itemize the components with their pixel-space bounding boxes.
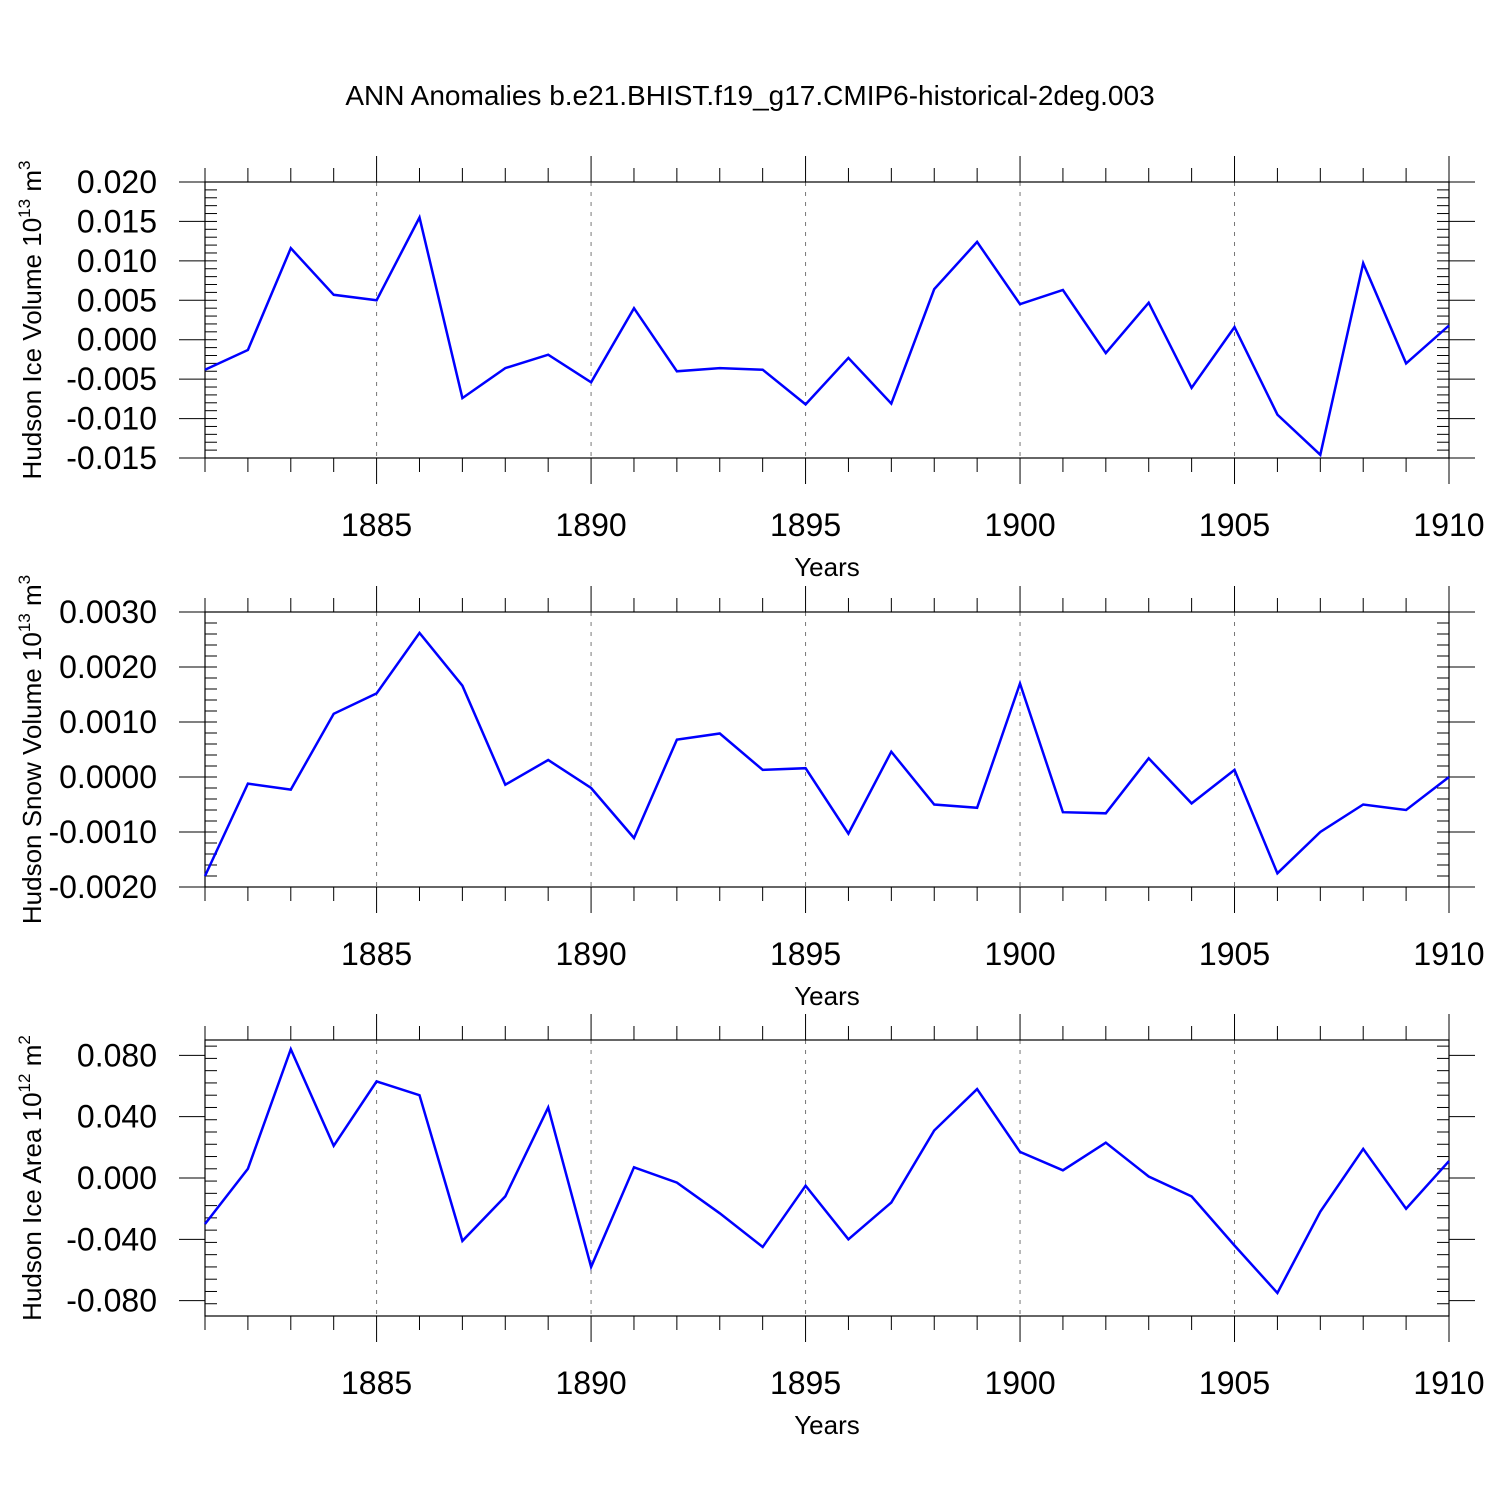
y-tick-label: 0.0030 [59, 594, 157, 630]
x-tick-label: 1900 [984, 936, 1055, 972]
y-tick-label: 0.010 [77, 243, 157, 279]
y-tick-label: -0.0020 [48, 869, 157, 905]
chart-panel-3: -0.080 -0.040 0.000 0.040 0.080 1885 1890 1895 1… [15, 1014, 1485, 1440]
y-tick-label: -0.040 [66, 1221, 157, 1257]
series-line [203, 630, 1450, 877]
chart-title: ANN Anomalies b.e21.BHIST.f19_g17.CMIP6-… [345, 80, 1155, 111]
x-tick-label: 1905 [1199, 1365, 1270, 1401]
y-axis-label: Hudson Snow Volume 1013 m3 [15, 575, 47, 924]
y-tick-label: 0.080 [77, 1037, 157, 1073]
series-line [204, 1045, 1450, 1296]
x-tick-label: 1885 [341, 507, 412, 543]
x-tick-label: 1900 [984, 1365, 1055, 1401]
x-tick-label: 1890 [555, 936, 626, 972]
x-tick-label: 1895 [770, 936, 841, 972]
y-tick-label: -0.010 [66, 401, 157, 437]
y-tick-label: -0.080 [66, 1283, 157, 1319]
x-axis-label: Years [794, 981, 860, 1011]
y-tick-label: 0.015 [77, 203, 157, 239]
series-line [204, 213, 1450, 458]
x-tick-label: 1905 [1199, 507, 1270, 543]
y-axis-label: Hudson Ice Volume 1013 m3 [15, 161, 47, 480]
y-tick-label: -0.015 [66, 440, 157, 476]
x-axis-label: Years [794, 1410, 860, 1440]
y-tick-label: 0.040 [77, 1099, 157, 1135]
y-tick-label: 0.0020 [59, 649, 157, 685]
x-tick-label: 1885 [341, 1365, 412, 1401]
x-tick-label: 1895 [770, 1365, 841, 1401]
y-tick-label: 0.020 [77, 164, 157, 200]
x-tick-label: 1900 [984, 507, 1055, 543]
x-axis-label: Years [794, 552, 860, 582]
plot-frame [204, 181, 1450, 459]
x-tick-label: 1895 [770, 507, 841, 543]
x-tick-label: 1885 [341, 936, 412, 972]
plot-frame [204, 611, 1450, 888]
y-tick-label: 0.0000 [59, 759, 157, 795]
x-tick-label: 1910 [1413, 936, 1484, 972]
x-tick-label: 1890 [555, 507, 626, 543]
chart-panel-2: -0.0020 -0.0010 0.0000 0.0010 0.0020 0.0030 18… [15, 575, 1485, 1011]
y-tick-label: 0.0010 [59, 704, 157, 740]
y-tick-label: 0.005 [77, 282, 157, 318]
y-tick-label: 0.000 [77, 322, 157, 358]
x-tick-label: 1890 [555, 1365, 626, 1401]
x-tick-label: 1905 [1199, 936, 1270, 972]
x-tick-label: 1910 [1413, 507, 1484, 543]
y-tick-label: -0.005 [66, 361, 157, 397]
y-axis-label: Hudson Ice Area 1012 m2 [15, 1035, 47, 1321]
x-tick-label: 1910 [1413, 1365, 1484, 1401]
y-tick-label: -0.0010 [48, 814, 157, 850]
y-tick-label: 0.000 [77, 1160, 157, 1196]
